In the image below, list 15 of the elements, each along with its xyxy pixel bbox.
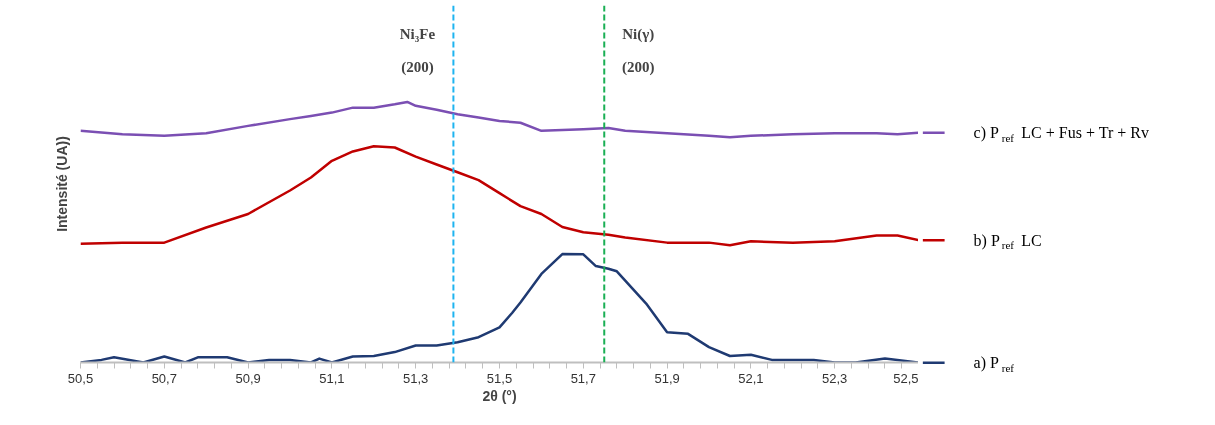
x-axis-title: 2θ (°) <box>482 387 517 404</box>
y-axis-title: Intensité (UA)) <box>53 136 70 232</box>
x-tick-label: 50,9 <box>235 370 261 386</box>
x-tick-label: 52,5 <box>893 370 919 386</box>
x-tick-label: 52,1 <box>738 370 764 386</box>
x-tick-label: 51,5 <box>486 370 513 386</box>
x-tick-label: 52,3 <box>822 370 848 386</box>
x-tick-label: 51,3 <box>403 370 429 386</box>
x-tick-label: 51,7 <box>570 370 596 386</box>
ref-line-label: Ni(γ) (200) <box>622 25 655 76</box>
x-tick-label: 51,1 <box>319 370 345 386</box>
x-tick-label: 50,5 <box>67 370 94 386</box>
x-tick-label: 51,9 <box>654 370 680 386</box>
x-tick-label: 50,7 <box>151 370 177 386</box>
ref-line-label: Ni₃Fe (200) <box>399 25 436 76</box>
